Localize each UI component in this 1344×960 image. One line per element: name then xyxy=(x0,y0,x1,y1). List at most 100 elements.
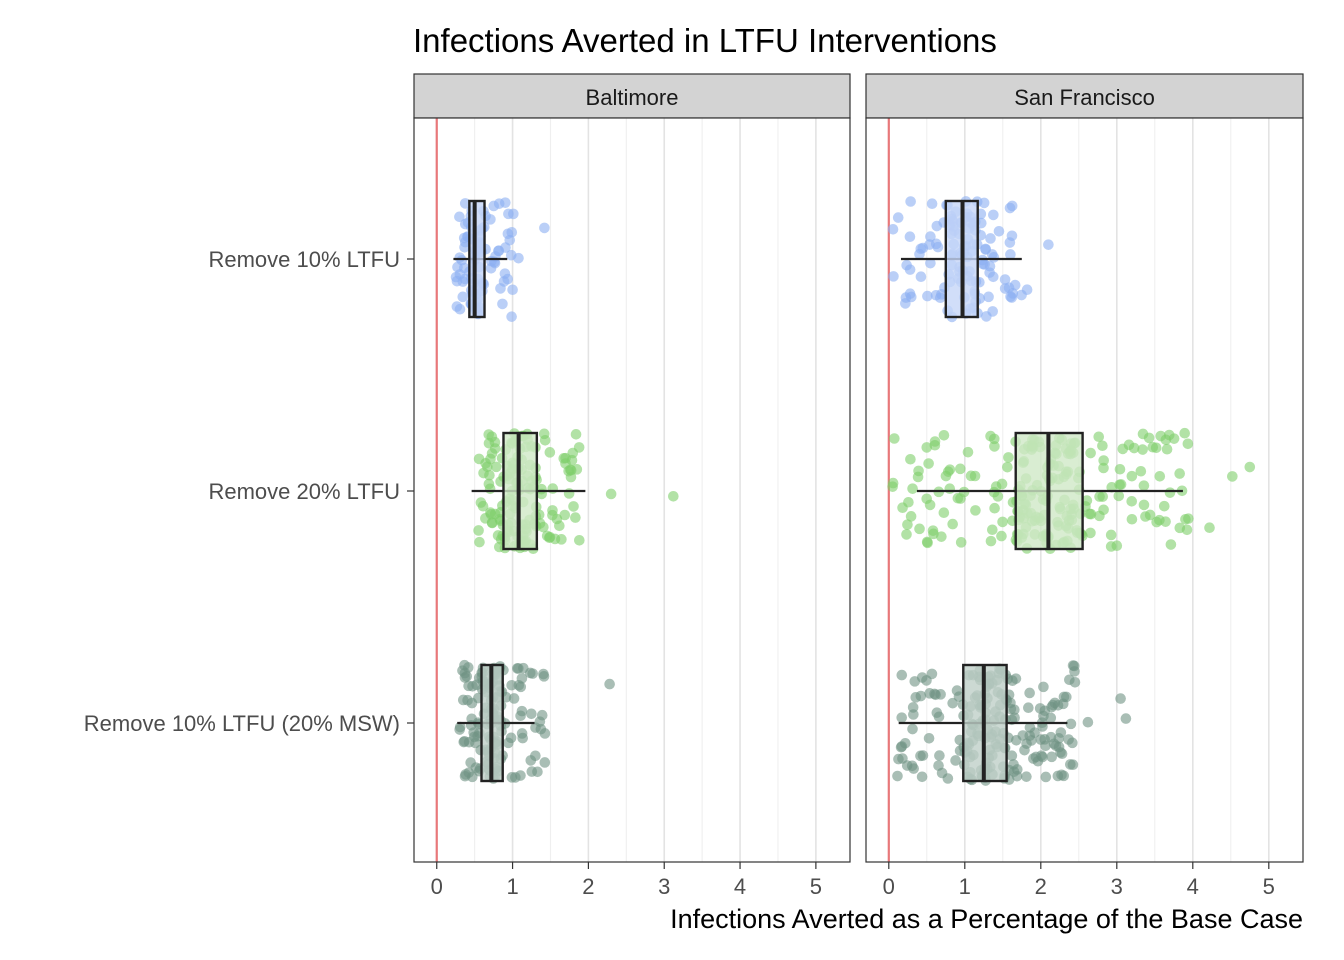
data-point xyxy=(506,311,517,322)
facet-strip-label: San Francisco xyxy=(1014,85,1155,110)
data-point xyxy=(538,668,549,680)
data-point xyxy=(507,284,518,296)
data-point xyxy=(1023,702,1034,714)
data-point xyxy=(999,274,1011,285)
data-point xyxy=(931,707,943,719)
x-axis: 0 1 2 3 4 5 xyxy=(883,862,1275,899)
data-point xyxy=(463,680,474,692)
data-point xyxy=(1085,508,1097,520)
outlier-point xyxy=(1043,239,1054,250)
data-point xyxy=(1052,770,1064,782)
data-point xyxy=(497,298,508,310)
data-point xyxy=(908,709,919,720)
data-point xyxy=(1038,681,1049,693)
data-point xyxy=(983,291,994,303)
x-axis: 0 1 2 3 4 5 xyxy=(431,862,822,899)
data-point xyxy=(905,511,917,522)
x-tick-label: 5 xyxy=(1263,874,1275,899)
x-tick-label: 4 xyxy=(734,874,746,899)
data-point xyxy=(459,770,471,782)
data-point xyxy=(1165,539,1177,550)
data-point xyxy=(952,492,964,504)
data-point xyxy=(480,513,491,524)
data-point xyxy=(1115,479,1127,490)
data-point xyxy=(906,760,918,772)
data-point xyxy=(530,722,541,733)
x-tick-label: 4 xyxy=(1187,874,1199,899)
data-point xyxy=(997,516,1008,528)
data-point xyxy=(500,197,511,208)
data-point xyxy=(1182,438,1194,450)
data-point xyxy=(903,496,914,508)
data-point xyxy=(1065,718,1077,730)
data-point xyxy=(987,306,998,317)
data-point xyxy=(1097,440,1108,452)
data-point xyxy=(527,668,538,679)
data-point xyxy=(985,233,996,244)
data-point xyxy=(934,750,945,761)
data-point xyxy=(1004,202,1016,214)
data-point xyxy=(1057,698,1069,710)
data-point xyxy=(1024,687,1035,699)
data-point xyxy=(1036,750,1047,761)
data-point xyxy=(1114,463,1126,475)
data-point xyxy=(1160,434,1172,446)
data-point xyxy=(486,448,498,459)
data-point xyxy=(459,659,470,671)
data-point xyxy=(916,771,928,783)
data-point xyxy=(1007,288,1019,299)
data-point xyxy=(461,671,472,682)
data-point xyxy=(1040,771,1052,783)
data-point xyxy=(901,259,912,271)
data-point xyxy=(567,447,579,459)
data-point xyxy=(1024,722,1036,733)
data-point xyxy=(942,466,954,477)
data-point xyxy=(1126,496,1138,507)
data-point xyxy=(896,712,908,723)
data-point xyxy=(914,523,925,535)
data-point xyxy=(1021,738,1032,749)
data-point xyxy=(1069,677,1081,688)
data-point xyxy=(1150,442,1162,454)
boxplot-remove-10-ltfu xyxy=(450,197,550,322)
outlier-point xyxy=(605,488,617,500)
data-point xyxy=(892,212,904,223)
data-point xyxy=(985,430,996,442)
data-point xyxy=(499,268,511,279)
data-point xyxy=(1137,428,1149,440)
data-point xyxy=(538,521,549,533)
facet-panels: Baltimore 0 1 2 3 4 5 San Francisco 0 1 2 3 4 5 xyxy=(413,73,1304,899)
data-point xyxy=(1144,509,1156,521)
data-point xyxy=(574,534,585,546)
panel-baltimore: Baltimore 0 1 2 3 4 5 xyxy=(413,73,851,899)
data-point xyxy=(1028,753,1039,764)
data-point xyxy=(905,453,916,465)
data-point xyxy=(490,461,502,473)
data-point xyxy=(996,478,1008,490)
data-point xyxy=(887,481,898,492)
data-point xyxy=(1105,541,1117,552)
data-point xyxy=(965,470,977,482)
data-point xyxy=(1137,444,1148,455)
data-point xyxy=(508,693,520,704)
data-point xyxy=(915,271,927,283)
data-point xyxy=(538,428,550,440)
panel-border xyxy=(865,117,1304,863)
facet-strip-label: Baltimore xyxy=(586,85,679,110)
data-point xyxy=(1179,427,1190,439)
data-point xyxy=(559,509,571,521)
data-point xyxy=(907,723,918,735)
outlier-point xyxy=(1120,713,1132,724)
data-point xyxy=(505,249,517,261)
data-point xyxy=(451,301,463,312)
data-point xyxy=(458,232,470,244)
data-point xyxy=(924,499,936,511)
data-point xyxy=(988,209,999,221)
outlier-point xyxy=(1082,716,1094,728)
data-point xyxy=(483,437,495,449)
data-point xyxy=(909,676,921,687)
data-point xyxy=(1161,443,1173,455)
data-point xyxy=(457,291,469,303)
outlier-point xyxy=(1005,249,1016,260)
data-point xyxy=(986,249,998,260)
